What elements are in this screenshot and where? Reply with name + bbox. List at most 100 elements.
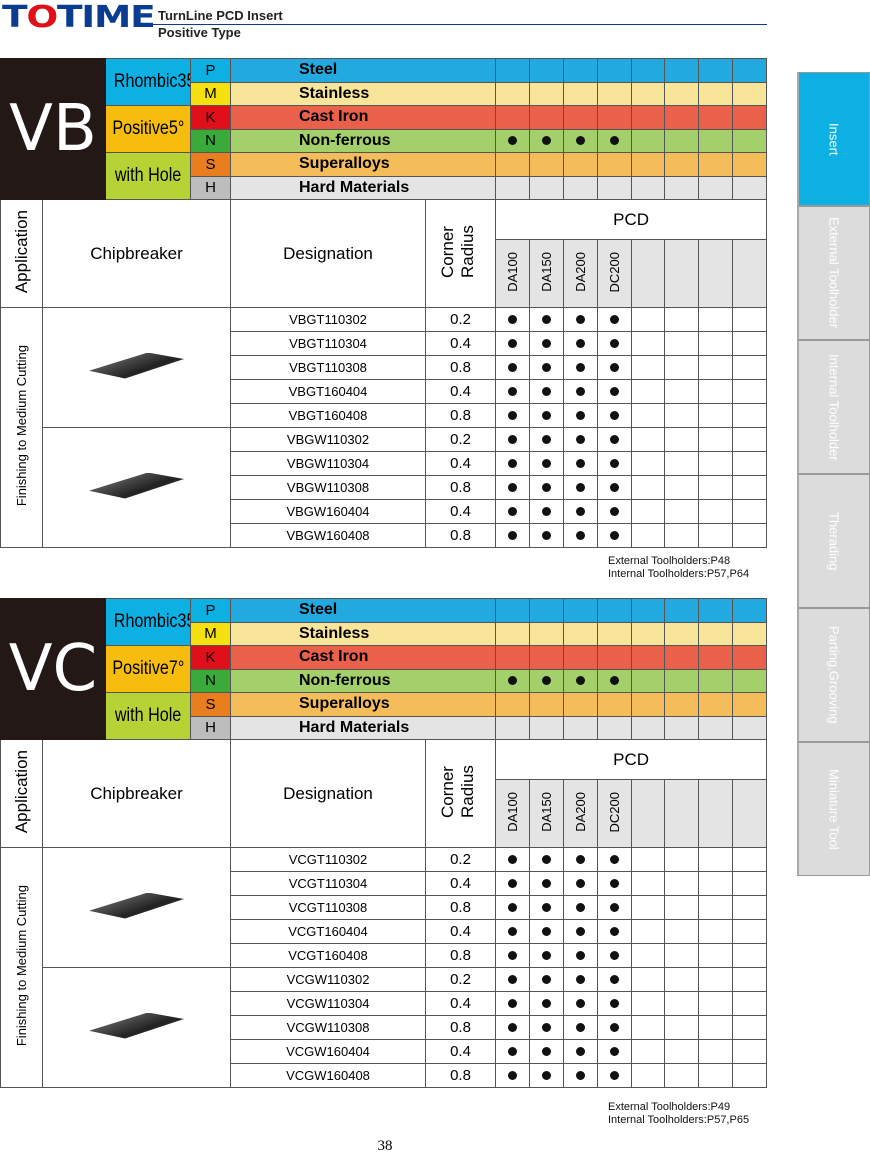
grade-cell bbox=[596, 847, 632, 872]
material-grade-cell bbox=[732, 81, 768, 106]
available-dot bbox=[575, 975, 585, 984]
corner-radius: 0.4 bbox=[425, 1039, 496, 1064]
grade-cell bbox=[630, 1015, 666, 1040]
material-grade-cell bbox=[664, 105, 700, 130]
available-dot bbox=[575, 879, 585, 888]
material-letter: S bbox=[190, 152, 231, 177]
corner-radius: 0.4 bbox=[425, 331, 496, 356]
available-dot bbox=[507, 339, 517, 348]
available-dot bbox=[575, 483, 585, 492]
grade-cell bbox=[698, 1015, 734, 1040]
available-dot bbox=[609, 459, 619, 468]
table-row: VBGT160404 0.4 bbox=[1, 379, 768, 404]
chipbreaker-header: Chipbreaker bbox=[42, 739, 231, 848]
available-dot bbox=[575, 387, 585, 396]
grade-cell bbox=[495, 967, 530, 992]
corner-radius: 0.8 bbox=[425, 475, 496, 500]
material-grade-cell bbox=[698, 715, 734, 740]
material-grade-cell bbox=[562, 152, 598, 177]
side-tab[interactable]: Miniature Tool bbox=[797, 742, 870, 876]
available-dot bbox=[609, 855, 619, 864]
grade-cell bbox=[562, 871, 598, 896]
available-dot bbox=[541, 951, 551, 960]
grade-cell bbox=[630, 919, 666, 944]
grade-cell bbox=[495, 451, 530, 476]
material-grade-cell bbox=[562, 81, 598, 106]
available-dot bbox=[609, 483, 619, 492]
designation: VCGT110302 bbox=[230, 847, 426, 872]
material-grade-cell bbox=[664, 175, 700, 200]
grade-header bbox=[630, 239, 666, 308]
material-grade-cell bbox=[495, 105, 530, 130]
material-grade-cell bbox=[698, 105, 734, 130]
material-name: Stainless bbox=[230, 81, 496, 106]
available-dot bbox=[575, 903, 585, 912]
material-grade-cell bbox=[596, 598, 632, 623]
grade-cell bbox=[698, 847, 734, 872]
grade-cell bbox=[495, 307, 530, 332]
grade-cell bbox=[528, 403, 564, 428]
grade-cell bbox=[664, 523, 700, 548]
grade-cell bbox=[596, 451, 632, 476]
grade-header bbox=[732, 239, 768, 308]
corner-radius: 0.8 bbox=[425, 943, 496, 968]
material-grade-cell bbox=[664, 58, 700, 83]
corner-radius: 0.8 bbox=[425, 1063, 496, 1088]
designation: VCGT110304 bbox=[230, 871, 426, 896]
grade-cell bbox=[698, 499, 734, 524]
material-grade-cell bbox=[528, 715, 564, 740]
corner-radius: 0.8 bbox=[425, 523, 496, 548]
grade-cell bbox=[562, 307, 598, 332]
material-grade-cell bbox=[596, 175, 632, 200]
grade-cell bbox=[596, 355, 632, 380]
material-letter: K bbox=[190, 645, 231, 670]
corner-radius: 0.4 bbox=[425, 499, 496, 524]
grade-cell bbox=[528, 331, 564, 356]
material-name: Superalloys bbox=[230, 152, 496, 177]
grade-cell bbox=[664, 1039, 700, 1064]
grade-cell bbox=[664, 427, 700, 452]
designation: VBGW160408 bbox=[230, 523, 426, 548]
grade-cell bbox=[732, 307, 768, 332]
shape-descriptor: Rhombic35° bbox=[105, 58, 191, 106]
side-tab[interactable]: Insert bbox=[797, 72, 870, 206]
grade-cell bbox=[495, 331, 530, 356]
available-dot bbox=[507, 531, 517, 540]
grade-cell bbox=[630, 331, 666, 356]
material-grade-cell bbox=[698, 175, 734, 200]
corner-radius: 0.4 bbox=[425, 451, 496, 476]
designation: VBGT110304 bbox=[230, 331, 426, 356]
available-dot bbox=[609, 1071, 619, 1080]
material-name: Steel bbox=[230, 58, 496, 83]
side-tab[interactable]: Therading bbox=[797, 474, 870, 608]
vc-insert-table: VCRhombic35°PSteelMStainlessPositive7°KC… bbox=[0, 598, 768, 1088]
suitable-dot bbox=[507, 136, 517, 146]
material-grade-cell bbox=[664, 668, 700, 693]
grade-cell bbox=[664, 499, 700, 524]
available-dot bbox=[609, 975, 619, 984]
material-row-K: Positive5° K Cast Iron bbox=[1, 105, 768, 153]
available-dot bbox=[541, 387, 551, 396]
available-dot bbox=[507, 459, 517, 468]
side-tab[interactable]: External Toolholder bbox=[797, 206, 870, 340]
grade-cell bbox=[630, 895, 666, 920]
side-tab[interactable]: Internal Toolholder bbox=[797, 340, 870, 474]
material-letter: S bbox=[190, 692, 231, 717]
corner-radius: 0.2 bbox=[425, 847, 496, 872]
available-dot bbox=[507, 435, 517, 444]
side-tab[interactable]: Parting,Grooving bbox=[797, 608, 870, 742]
totime-logo: TOTIME bbox=[2, 0, 156, 35]
material-grade-cell bbox=[630, 668, 666, 693]
grade-cell bbox=[495, 1015, 530, 1040]
available-dot bbox=[541, 999, 551, 1008]
table-row: VBGT110308 0.8 bbox=[1, 355, 768, 380]
material-row-K: Positive7° K Cast Iron bbox=[1, 645, 768, 693]
material-grade-cell bbox=[630, 128, 666, 153]
grade-cell bbox=[495, 943, 530, 968]
material-grade-cell bbox=[732, 152, 768, 177]
grade-cell bbox=[495, 847, 530, 872]
designation: VBGW110302 bbox=[230, 427, 426, 452]
table-row: VBGW110304 0.4 bbox=[1, 451, 768, 476]
grade-cell bbox=[732, 331, 768, 356]
available-dot bbox=[507, 999, 517, 1008]
